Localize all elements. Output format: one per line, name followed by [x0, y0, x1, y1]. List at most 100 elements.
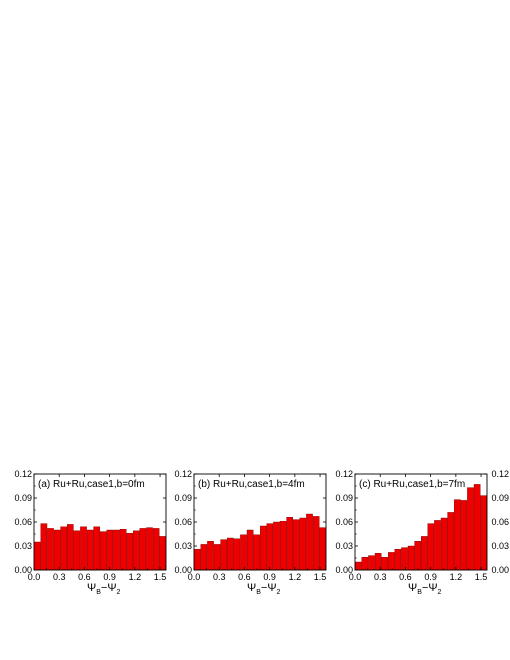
- x-axis-label-psi: Ψ: [247, 582, 256, 594]
- bar: [193, 549, 201, 571]
- bar: [253, 534, 261, 571]
- y-tick-label: 0.03: [335, 541, 353, 551]
- x-axis-label-minus: −: [261, 582, 267, 594]
- bar: [421, 536, 428, 571]
- bar: [361, 557, 369, 571]
- bar: [226, 537, 234, 571]
- y-tick-label: 0.06: [14, 517, 32, 527]
- bar: [113, 529, 120, 571]
- bar: [66, 524, 74, 571]
- bar: [440, 517, 448, 571]
- x-axis-label-minus: −: [101, 582, 107, 594]
- bar: [427, 523, 435, 571]
- bar: [447, 512, 455, 571]
- bar: [312, 516, 320, 571]
- x-tick-label: 0.9: [103, 572, 116, 582]
- panel-label: (c) Ru+Ru,case1,b=7fm: [359, 479, 465, 490]
- x-axis-label-sub_a: B: [256, 589, 261, 596]
- bar: [355, 561, 362, 571]
- bar: [260, 525, 267, 571]
- x-axis-label: ΨB−Ψ2: [247, 582, 281, 596]
- bar: [152, 528, 160, 571]
- chart-panel-1: 0.00 0.03 0.06 0.09 0.12 0.0 0.3 0.6 0.9 1.2 1.5 (a…: [14, 469, 167, 596]
- plot-frame: [354, 473, 488, 571]
- y-tick-label: 0.03: [14, 541, 32, 551]
- x-axis-label-psi: Ψ: [428, 582, 437, 594]
- bar: [286, 517, 294, 571]
- bar: [53, 529, 61, 571]
- x-tick-label: 0.3: [213, 572, 226, 582]
- y-tick-label: 0.00: [14, 565, 32, 575]
- bar: [381, 557, 389, 571]
- y-tick-label: 0.06: [174, 517, 192, 527]
- x-tick-label: 1.5: [154, 572, 167, 582]
- bar: [159, 536, 167, 571]
- bar: [80, 526, 87, 571]
- bar: [388, 552, 395, 571]
- bar: [200, 544, 208, 571]
- bar: [368, 555, 375, 571]
- bar: [99, 531, 107, 571]
- bar: [73, 530, 81, 571]
- chart-panel-4: 0.00 0.03 0.06 0.09 0.12: [491, 469, 509, 575]
- bar: [273, 521, 280, 571]
- x-tick-label: 1.2: [129, 572, 142, 582]
- y-tick-label: 0.00: [174, 565, 192, 575]
- bar: [460, 500, 468, 571]
- x-tick-label: 0.0: [349, 572, 362, 582]
- x-axis-label-sub_b: 2: [277, 589, 281, 596]
- x-tick-label: 1.2: [289, 572, 302, 582]
- y-tick-label: 0.00: [335, 565, 353, 575]
- x-axis-label-psi: Ψ: [87, 582, 96, 594]
- x-tick-label: 0.6: [399, 572, 412, 582]
- x-tick-label: 0.0: [188, 572, 201, 582]
- bar: [454, 499, 461, 571]
- x-axis-label-sub_a: B: [96, 589, 101, 596]
- x-tick-label: 0.3: [53, 572, 66, 582]
- bar: [319, 527, 327, 571]
- bar: [414, 541, 422, 571]
- y-tick-label: 0.12: [491, 469, 509, 479]
- x-axis-label-sub_a: B: [417, 589, 422, 596]
- y-tick-label: 0.00: [491, 565, 509, 575]
- bar: [279, 521, 287, 571]
- bar: [34, 541, 41, 571]
- bar: [132, 530, 140, 571]
- bar: [299, 517, 307, 571]
- plot-frame: [33, 473, 167, 571]
- bar: [139, 528, 147, 571]
- x-tick-label: 0.9: [263, 572, 276, 582]
- x-axis-label-psi: Ψ: [267, 582, 276, 594]
- bar: [306, 513, 313, 571]
- bar: [233, 538, 241, 571]
- x-tick-label: 1.5: [475, 572, 488, 582]
- bar: [407, 545, 415, 571]
- x-tick-label: 1.2: [450, 572, 463, 582]
- bar: [467, 487, 474, 571]
- bar: [213, 544, 221, 571]
- bar: [40, 523, 48, 571]
- chart-panel-2: 0.00 0.03 0.06 0.09 0.12 0.0 0.3 0.6 0.9 1.2 1.5 (b…: [174, 469, 327, 596]
- bar: [119, 529, 127, 571]
- bar: [246, 529, 254, 571]
- y-tick-label: 0.09: [335, 493, 353, 503]
- x-axis-label-psi: Ψ: [107, 582, 116, 594]
- bar: [220, 539, 228, 571]
- bar: [60, 526, 67, 571]
- bar: [106, 529, 114, 571]
- y-tick-label: 0.03: [174, 541, 192, 551]
- y-tick-label: 0.03: [491, 541, 509, 551]
- x-tick-label: 0.6: [78, 572, 91, 582]
- x-axis-label-minus: −: [422, 582, 428, 594]
- x-axis-label: ΨB−Ψ2: [87, 582, 121, 596]
- x-tick-label: 0.6: [238, 572, 251, 582]
- bar: [240, 534, 247, 571]
- y-tick-label: 0.12: [174, 469, 192, 479]
- bar: [480, 495, 488, 571]
- bar: [266, 523, 274, 571]
- x-axis-label-sub_b: 2: [438, 589, 442, 596]
- bar: [434, 520, 441, 571]
- y-tick-label: 0.09: [174, 493, 192, 503]
- x-axis-label-psi: Ψ: [408, 582, 417, 594]
